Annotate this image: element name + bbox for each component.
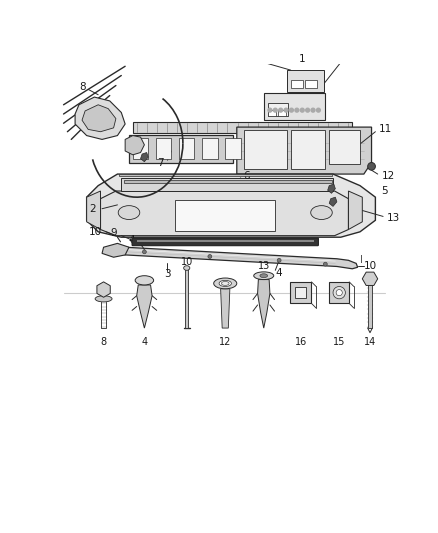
Ellipse shape bbox=[254, 272, 274, 280]
Text: 13: 13 bbox=[387, 213, 400, 223]
Polygon shape bbox=[349, 191, 362, 230]
Bar bbox=[268, 110, 276, 116]
Circle shape bbox=[336, 289, 342, 296]
Text: 14: 14 bbox=[364, 337, 376, 347]
Bar bbox=[202, 138, 218, 159]
Polygon shape bbox=[87, 191, 100, 230]
Bar bbox=[133, 138, 148, 159]
Text: 11: 11 bbox=[379, 124, 392, 134]
Bar bbox=[185, 268, 188, 328]
Text: 12: 12 bbox=[381, 171, 395, 181]
Text: 10: 10 bbox=[180, 257, 193, 267]
Text: 4: 4 bbox=[276, 269, 283, 278]
Circle shape bbox=[268, 108, 272, 112]
Polygon shape bbox=[328, 184, 336, 193]
Bar bbox=[268, 103, 288, 116]
Bar bbox=[124, 180, 332, 183]
Bar bbox=[225, 138, 240, 159]
Circle shape bbox=[367, 163, 375, 170]
Polygon shape bbox=[221, 289, 230, 328]
Bar bbox=[156, 138, 171, 159]
Text: 3: 3 bbox=[164, 269, 171, 279]
Bar bbox=[133, 123, 352, 133]
Bar bbox=[329, 282, 349, 303]
Ellipse shape bbox=[219, 280, 231, 287]
Text: 8: 8 bbox=[79, 82, 86, 92]
Polygon shape bbox=[102, 244, 129, 257]
Text: 12: 12 bbox=[219, 337, 231, 347]
Circle shape bbox=[279, 108, 283, 112]
Circle shape bbox=[142, 250, 146, 254]
Ellipse shape bbox=[311, 206, 332, 220]
Polygon shape bbox=[137, 285, 152, 328]
Bar bbox=[287, 70, 324, 92]
Bar bbox=[295, 287, 306, 298]
Bar bbox=[119, 174, 332, 176]
Text: 10: 10 bbox=[89, 227, 102, 237]
Bar bbox=[329, 130, 360, 164]
Circle shape bbox=[300, 108, 304, 112]
Circle shape bbox=[290, 108, 293, 112]
Bar bbox=[304, 80, 317, 88]
Bar bbox=[291, 80, 303, 88]
Bar bbox=[264, 93, 325, 120]
Polygon shape bbox=[141, 152, 148, 161]
Ellipse shape bbox=[118, 206, 140, 220]
Circle shape bbox=[277, 259, 281, 262]
Ellipse shape bbox=[184, 265, 190, 270]
Circle shape bbox=[323, 262, 327, 266]
Text: 8: 8 bbox=[101, 337, 106, 347]
Text: 4: 4 bbox=[128, 235, 135, 245]
Circle shape bbox=[284, 108, 288, 112]
Bar bbox=[175, 200, 276, 231]
Circle shape bbox=[317, 108, 320, 112]
Text: 4: 4 bbox=[141, 337, 148, 347]
Text: 9: 9 bbox=[111, 228, 117, 238]
Polygon shape bbox=[100, 191, 349, 236]
Circle shape bbox=[306, 108, 310, 112]
Ellipse shape bbox=[135, 276, 154, 285]
Ellipse shape bbox=[214, 278, 237, 289]
Text: 1: 1 bbox=[299, 54, 306, 63]
Polygon shape bbox=[237, 127, 371, 174]
Polygon shape bbox=[82, 105, 116, 132]
Text: 15: 15 bbox=[333, 337, 346, 347]
Bar bbox=[279, 110, 286, 116]
Bar bbox=[137, 240, 314, 242]
Polygon shape bbox=[121, 178, 333, 191]
Polygon shape bbox=[117, 247, 358, 269]
Bar bbox=[179, 138, 194, 159]
Circle shape bbox=[208, 255, 212, 259]
Polygon shape bbox=[258, 280, 270, 328]
Circle shape bbox=[295, 108, 299, 112]
Polygon shape bbox=[129, 135, 233, 163]
Bar bbox=[291, 130, 325, 168]
Text: 16: 16 bbox=[295, 337, 307, 347]
Text: 5: 5 bbox=[126, 144, 133, 155]
Bar bbox=[367, 280, 372, 328]
Text: 7: 7 bbox=[157, 158, 164, 168]
Circle shape bbox=[311, 108, 315, 112]
Polygon shape bbox=[125, 135, 145, 155]
Ellipse shape bbox=[221, 281, 229, 285]
Text: 10: 10 bbox=[364, 262, 377, 271]
Ellipse shape bbox=[95, 296, 112, 302]
Bar bbox=[244, 130, 287, 168]
Polygon shape bbox=[87, 174, 375, 237]
Polygon shape bbox=[75, 97, 125, 140]
Bar bbox=[290, 282, 311, 303]
Circle shape bbox=[333, 287, 346, 299]
Ellipse shape bbox=[260, 274, 268, 278]
Text: l: l bbox=[360, 255, 363, 265]
Text: 2: 2 bbox=[89, 204, 96, 214]
FancyBboxPatch shape bbox=[132, 238, 318, 246]
Polygon shape bbox=[329, 197, 337, 206]
Text: 5: 5 bbox=[381, 186, 388, 196]
Text: 13: 13 bbox=[258, 262, 270, 271]
Circle shape bbox=[273, 108, 277, 112]
Text: 6: 6 bbox=[244, 171, 250, 181]
